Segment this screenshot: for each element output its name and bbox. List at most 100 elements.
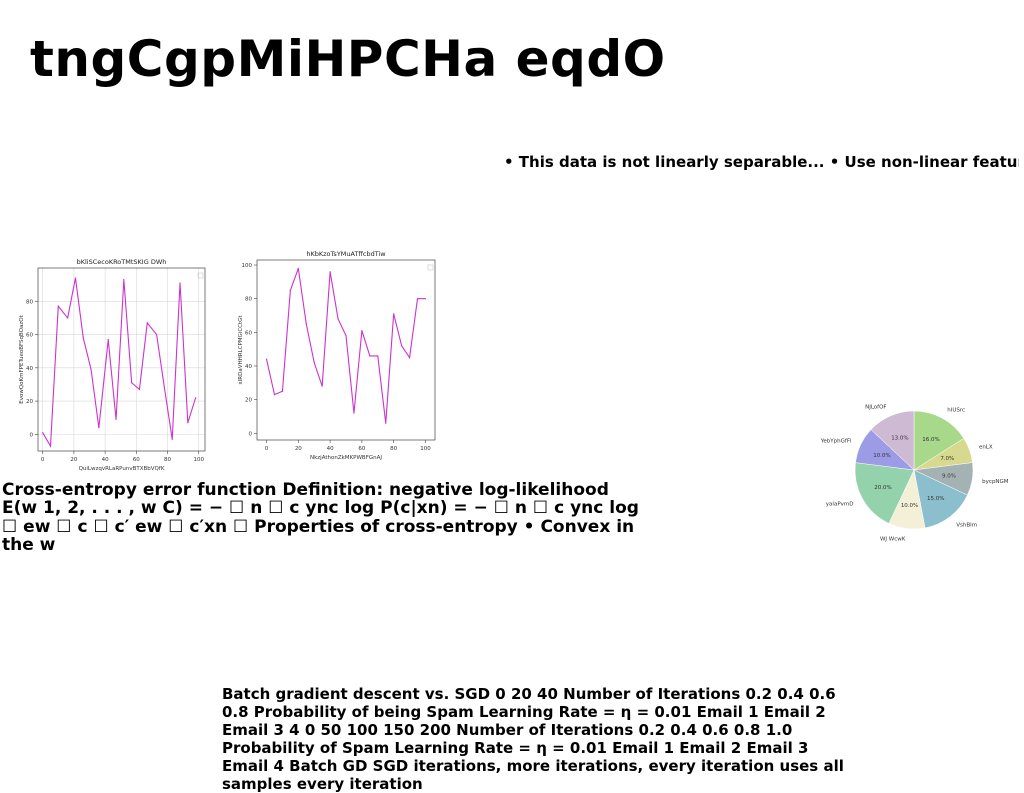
legend-box xyxy=(427,264,434,271)
data-point xyxy=(49,445,52,447)
data-point xyxy=(163,387,166,389)
y-tick-label: 80 xyxy=(26,299,33,305)
pie-value-label: 20.0% xyxy=(874,485,891,491)
plot-frame xyxy=(256,259,436,441)
data-point xyxy=(424,298,427,300)
data-point xyxy=(361,330,363,332)
data-point xyxy=(353,412,355,414)
pie-value-label: 10.0% xyxy=(873,453,890,459)
data-point xyxy=(297,267,299,270)
data-point xyxy=(329,271,331,273)
line-chart-1: 0 20 40 60 80 100 0 20 40 60 80 bKliSCecoKRoTMtSKIG… xyxy=(19,258,206,472)
pie-label: YebYphGfFl xyxy=(820,439,852,445)
y-tick-label: 40 xyxy=(245,364,252,370)
data-point xyxy=(131,382,133,384)
data-point xyxy=(82,337,84,339)
x-tick-label: 0 xyxy=(41,457,45,463)
data-point xyxy=(289,289,291,291)
series-line xyxy=(42,277,197,448)
x-tick-label: 40 xyxy=(102,457,109,463)
data-point xyxy=(416,298,419,300)
pie-value-label: 15.0% xyxy=(927,496,944,502)
data-point xyxy=(98,427,100,429)
pie-label: NJLofOF xyxy=(865,405,887,411)
data-point xyxy=(393,313,395,315)
data-point xyxy=(265,358,268,360)
data-point xyxy=(179,282,181,284)
y-axis-label: EvowQoKmFPETueoBFSqBOazOt xyxy=(19,314,25,403)
data-point xyxy=(107,338,109,341)
pie-value-label: 7.0% xyxy=(940,456,954,462)
data-point xyxy=(281,390,284,392)
data-point xyxy=(305,323,307,325)
x-tick-label: 100 xyxy=(420,446,431,452)
bullet-points: • This data is not linearly separable...… xyxy=(504,153,1019,171)
x-tick-label: 0 xyxy=(265,446,269,452)
chart-1-title: bKliSCecoKRoTMtSKIG DWh xyxy=(77,258,167,266)
data-point xyxy=(156,333,158,336)
y-tick-label: 20 xyxy=(245,398,252,404)
data-point xyxy=(115,418,117,420)
data-point xyxy=(42,432,44,434)
pie-label: enLX xyxy=(979,445,993,451)
data-point xyxy=(187,422,189,424)
x-tick-label: 80 xyxy=(164,457,171,463)
pie-slice xyxy=(870,410,915,471)
pie-value-label: 16.0% xyxy=(922,437,939,443)
data-point xyxy=(57,305,59,307)
pie-value-label: 9.0% xyxy=(942,474,956,480)
y-tick-label: 0 xyxy=(249,431,253,437)
data-point xyxy=(321,385,323,387)
pie-value-label: 10.0% xyxy=(901,503,918,509)
slide-title: tngCgpMiHPCHa eqdO xyxy=(30,30,666,88)
x-axis-label: NkzjAthonZkMKPWBFGnAJ xyxy=(310,455,382,461)
legend-box xyxy=(197,272,204,279)
data-point xyxy=(67,317,69,319)
data-point xyxy=(146,322,148,324)
x-tick-label: 80 xyxy=(390,446,397,452)
data-point xyxy=(273,393,276,396)
data-point xyxy=(369,355,371,357)
data-point xyxy=(171,438,173,440)
cross-entropy-text: Cross-entropy error function Definition:… xyxy=(2,480,639,556)
data-point xyxy=(313,362,315,364)
data-point xyxy=(90,368,92,371)
x-tick-label: 20 xyxy=(295,446,302,452)
pie-slice xyxy=(854,462,915,524)
data-point xyxy=(345,335,347,337)
x-axis-label: QuiLwzqvRLaRPunvBTXBbVQfK xyxy=(79,466,165,472)
y-tick-label: 20 xyxy=(26,399,33,405)
plot-frame xyxy=(37,267,206,452)
pie-label: hIUSrc xyxy=(947,408,965,414)
batch-gd-text: Batch gradient descent vs. SGD 0 20 40 N… xyxy=(222,685,844,793)
pie-label: yalaPvmD xyxy=(826,501,854,507)
pie-slice xyxy=(913,410,965,471)
data-point xyxy=(401,345,403,347)
y-tick-label: 60 xyxy=(26,333,33,339)
data-point xyxy=(138,388,141,391)
pie-slice xyxy=(913,469,968,529)
pie-value-label: 13.0% xyxy=(891,436,908,442)
y-tick-label: 80 xyxy=(245,297,252,303)
data-point xyxy=(74,277,77,279)
data-point xyxy=(337,318,339,320)
pie-label: VshBlm xyxy=(956,523,977,529)
chart-2-title: hKbKzoTsYMuATffcbdTiw xyxy=(306,250,386,258)
y-tick-label: 0 xyxy=(30,432,34,438)
data-point xyxy=(377,355,379,357)
data-point xyxy=(123,279,125,281)
y-tick-label: 100 xyxy=(242,263,253,269)
pie-label: WJ WcwK xyxy=(880,536,906,542)
x-tick-label: 20 xyxy=(70,457,77,463)
data-point xyxy=(385,422,387,424)
x-tick-label: 60 xyxy=(358,446,365,452)
x-tick-label: 100 xyxy=(194,457,205,463)
data-point xyxy=(408,356,411,359)
pie-label: bycpNGM xyxy=(982,479,1009,485)
line-chart-2: 0 20 40 60 80 100 0 20 40 60 80 100 hKbKzoTsYMuATffc… xyxy=(238,250,436,461)
y-tick-label: 60 xyxy=(245,330,252,336)
y-tick-label: 40 xyxy=(26,366,33,372)
y-axis-label: xIRDaVHHRLCPMGiCCtGt xyxy=(238,315,244,385)
x-tick-label: 60 xyxy=(133,457,140,463)
x-tick-label: 40 xyxy=(327,446,334,452)
